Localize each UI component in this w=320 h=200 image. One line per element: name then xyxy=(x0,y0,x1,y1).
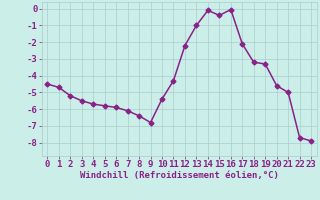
X-axis label: Windchill (Refroidissement éolien,°C): Windchill (Refroidissement éolien,°C) xyxy=(80,171,279,180)
